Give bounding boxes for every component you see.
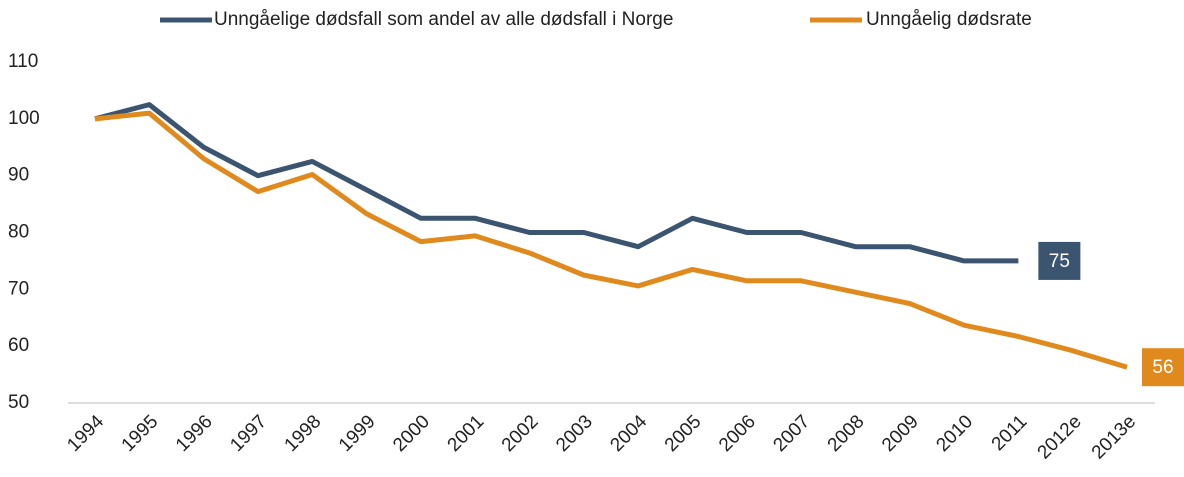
x-tick-label: 2007 [769,411,814,456]
x-tick-label: 1999 [335,411,380,456]
x-tick-label: 2000 [389,411,434,456]
data-label: 56 [1152,357,1173,378]
y-tick-label: 80 [8,222,29,243]
x-tick-label: 2002 [498,411,543,456]
y-tick-label: 60 [8,335,29,356]
x-tick-label: 2003 [552,411,597,456]
y-tick-label: 90 [8,165,29,186]
x-tick-label: 1994 [63,411,108,456]
x-tick-label: 1998 [281,411,326,456]
data-label: 75 [1049,251,1070,272]
x-tick-label: 2009 [878,411,923,456]
x-tick-label: 2012e [1034,411,1086,463]
x-tick-label: 2005 [661,411,706,456]
y-tick-label: 110 [8,51,38,72]
x-tick-label: 1995 [118,411,163,456]
x-tick-label: 2006 [715,411,760,456]
series-line [94,110,1128,370]
y-tick-label: 100 [8,108,40,129]
series-line [94,102,1019,264]
legend-label: Unngåelig dødsrate [866,9,1032,30]
y-tick-label: 70 [8,278,29,299]
legend-label: Unngåelige dødsfall som andel av alle dø… [214,9,673,30]
x-tick-label: 2001 [444,411,489,456]
y-tick-label: 50 [8,392,29,413]
x-tick-label: 2010 [932,411,977,456]
data-label-box [1142,348,1184,387]
x-tick-label: 1997 [226,411,271,456]
x-tick-label: 2011 [988,411,1032,455]
x-tick-label: 2013e [1088,411,1140,463]
x-tick-label: 2008 [824,411,869,456]
data-label-box [1038,241,1081,280]
x-tick-label: 2004 [606,411,651,456]
x-tick-label: 1996 [172,411,217,456]
